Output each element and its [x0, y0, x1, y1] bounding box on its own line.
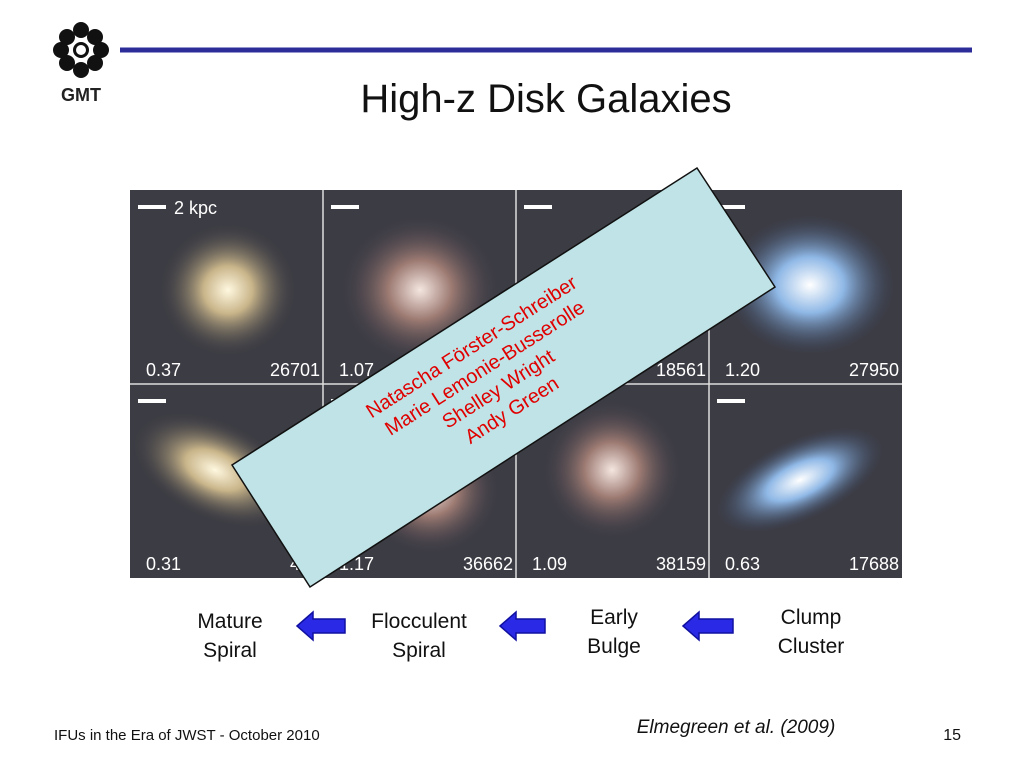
stage-label: Bulge [587, 635, 641, 658]
logo-text: GMT [61, 85, 101, 105]
redshift-label: 1.20 [725, 360, 760, 380]
evolution-arrows [295, 610, 734, 642]
citation: Elmegreen et al. (2009) [637, 717, 836, 738]
stage-labels: Mature Spiral Flocculent Spiral Early Bulge Cl… [197, 606, 844, 662]
scale-label: 2 kpc [174, 198, 217, 218]
logo [53, 22, 109, 78]
redshift-label: 0.37 [146, 360, 181, 380]
stage-label: Spiral [392, 639, 446, 662]
redshift-label: 1.09 [532, 554, 567, 574]
galaxy-id: 17688 [849, 554, 899, 574]
stage-label: Cluster [778, 635, 845, 658]
galaxy-id: 36662 [463, 554, 513, 574]
galaxy-id: 18561 [656, 360, 706, 380]
redshift-label: 1.07 [339, 360, 374, 380]
page-number: 15 [943, 727, 961, 744]
names-card [230, 166, 777, 589]
slide-title: High-z Disk Galaxies [360, 77, 731, 121]
redshift-label: 0.31 [146, 554, 181, 574]
galaxy-id: 38159 [656, 554, 706, 574]
galaxy-id: 27950 [849, 360, 899, 380]
stage-label: Spiral [203, 639, 257, 662]
footer-text: IFUs in the Era of JWST - October 2010 [54, 727, 320, 744]
stage-label: Early [590, 606, 638, 629]
stage-label: Clump [781, 606, 842, 629]
stage-label: Flocculent [371, 610, 467, 633]
stage-label: Mature [197, 610, 262, 633]
redshift-label: 0.63 [725, 554, 760, 574]
galaxy-id: 26701 [270, 360, 320, 380]
galaxy-figure: 2 kpc0.37267011.07185611.20279500.314031… [130, 190, 902, 578]
